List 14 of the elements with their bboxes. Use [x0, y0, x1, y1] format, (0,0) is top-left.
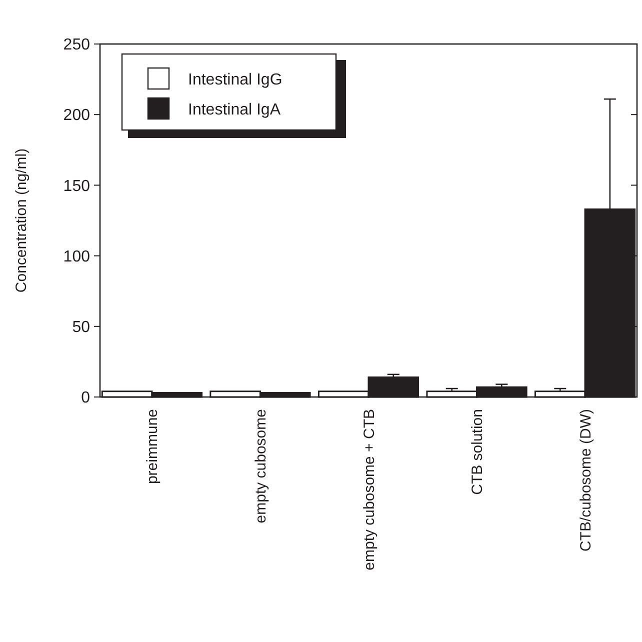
x-tick-label: empty cubosome + CTB — [360, 409, 378, 570]
y-tick-label: 250 — [63, 36, 90, 54]
x-tick-label: CTB solution — [469, 409, 486, 495]
x-tick-label: CTB/cubosome (DW) — [577, 409, 594, 552]
legend-label: Intestinal IgA — [188, 102, 281, 119]
y-tick-label: 150 — [63, 178, 90, 195]
x-tick-label: empty cubosome — [252, 409, 270, 524]
legend-label: Intestinal IgG — [188, 72, 282, 89]
y-tick-label: 100 — [63, 248, 90, 266]
x-tick-label: preimmune — [144, 409, 162, 484]
y-tick-label: 0 — [81, 390, 90, 407]
y-tick-label: 50 — [72, 319, 90, 336]
y-tick-label: 200 — [63, 107, 90, 124]
y-axis-title: Concentration (ng/ml) — [13, 148, 30, 293]
